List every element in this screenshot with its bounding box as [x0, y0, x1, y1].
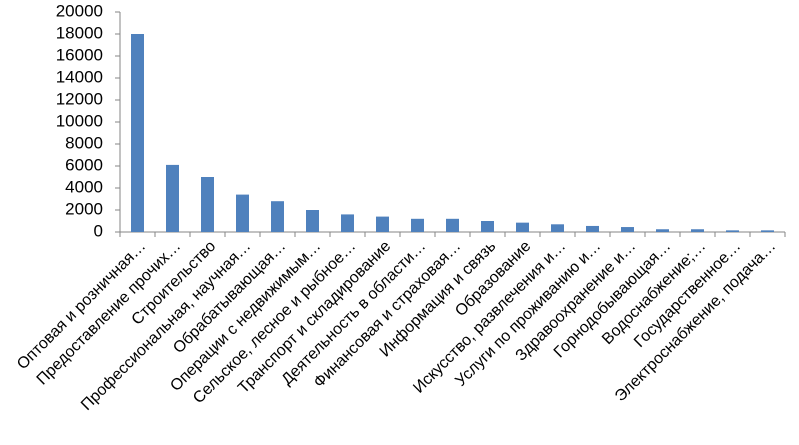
bar	[656, 229, 669, 232]
bar	[271, 201, 284, 232]
bar	[761, 230, 774, 232]
bar	[691, 229, 704, 232]
x-tick-label: Предоставление прочих…	[34, 238, 185, 389]
y-tick-label: 14000	[56, 67, 103, 86]
bar	[726, 230, 739, 232]
y-tick-label: 18000	[56, 23, 103, 42]
bar	[131, 34, 144, 232]
bar	[551, 224, 564, 232]
bar	[481, 221, 494, 232]
bar	[166, 164, 179, 232]
y-tick-label: 16000	[56, 45, 103, 64]
bar	[201, 177, 214, 232]
y-tick-label: 6000	[65, 155, 103, 174]
bar	[376, 216, 389, 232]
bar	[411, 218, 424, 232]
y-tick-label: 0	[94, 221, 103, 240]
y-tick-label: 20000	[56, 1, 103, 20]
bar	[446, 218, 459, 232]
bar	[516, 222, 529, 232]
y-tick-label: 8000	[65, 133, 103, 152]
bar	[341, 214, 354, 232]
y-tick-label: 12000	[56, 89, 103, 108]
bar	[586, 225, 599, 232]
y-tick-label: 10000	[56, 111, 103, 130]
y-tick-label: 4000	[65, 177, 103, 196]
bar	[236, 194, 249, 232]
bar	[306, 210, 319, 232]
y-tick-label: 2000	[65, 199, 103, 218]
bar	[621, 227, 634, 232]
